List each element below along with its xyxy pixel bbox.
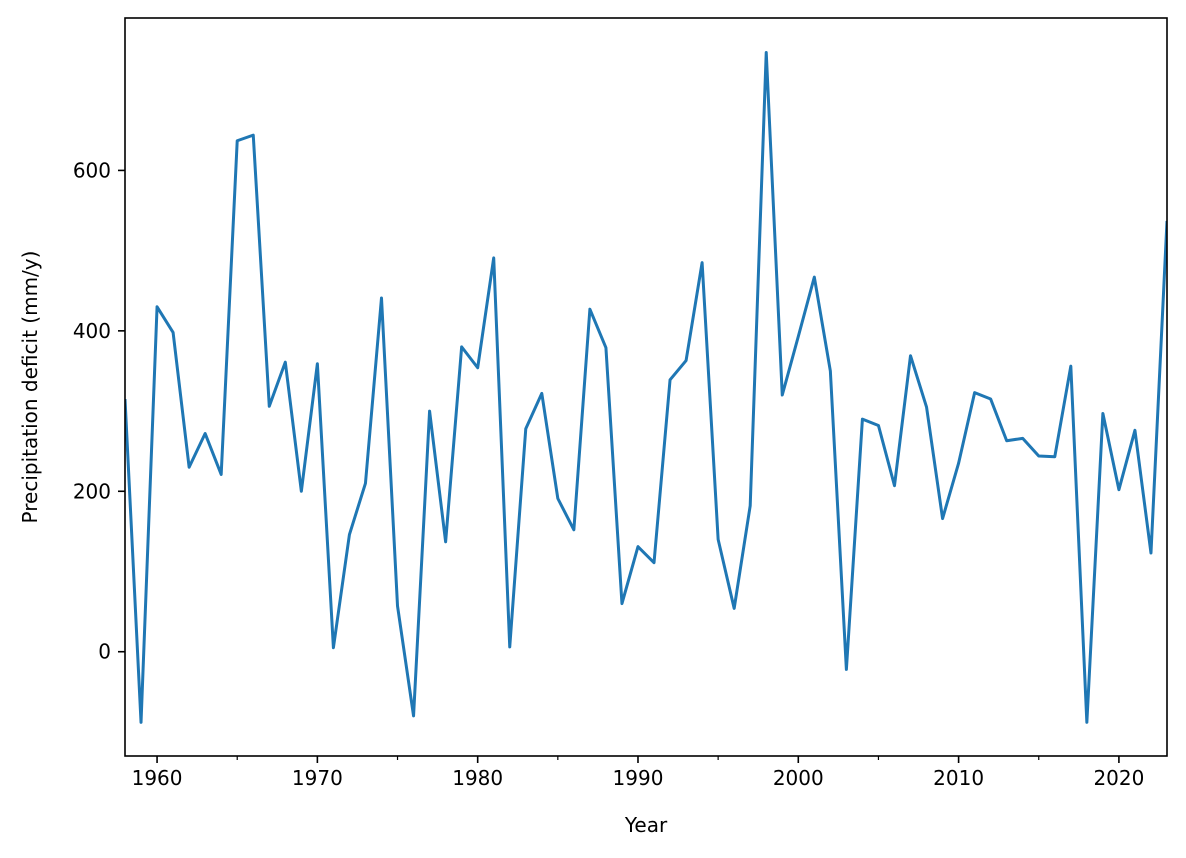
y-tick-label: 200 <box>73 479 111 503</box>
plot-frame <box>124 17 1168 757</box>
x-tick-label: 1970 <box>292 766 343 790</box>
y-tick-label: 400 <box>73 319 111 343</box>
y-tick-label: 0 <box>98 640 111 664</box>
series-line-0 <box>125 50 1167 724</box>
x-tick-label: 2020 <box>1093 766 1144 790</box>
axis-ticks: 1960 1970 1980 1990 2000 2010 2020 0 200 400 600 <box>73 158 1145 790</box>
plot-marks <box>125 50 1167 724</box>
x-axis-label: Year <box>624 813 668 837</box>
y-tick-label: 600 <box>73 158 111 182</box>
x-tick-label: 1980 <box>452 766 503 790</box>
x-tick-label: 1960 <box>132 766 183 790</box>
x-tick-label: 2000 <box>773 766 824 790</box>
y-axis-label: Precipitation deficit (mm/y) <box>18 251 42 524</box>
x-tick-label: 1990 <box>613 766 664 790</box>
x-tick-label: 2010 <box>933 766 984 790</box>
